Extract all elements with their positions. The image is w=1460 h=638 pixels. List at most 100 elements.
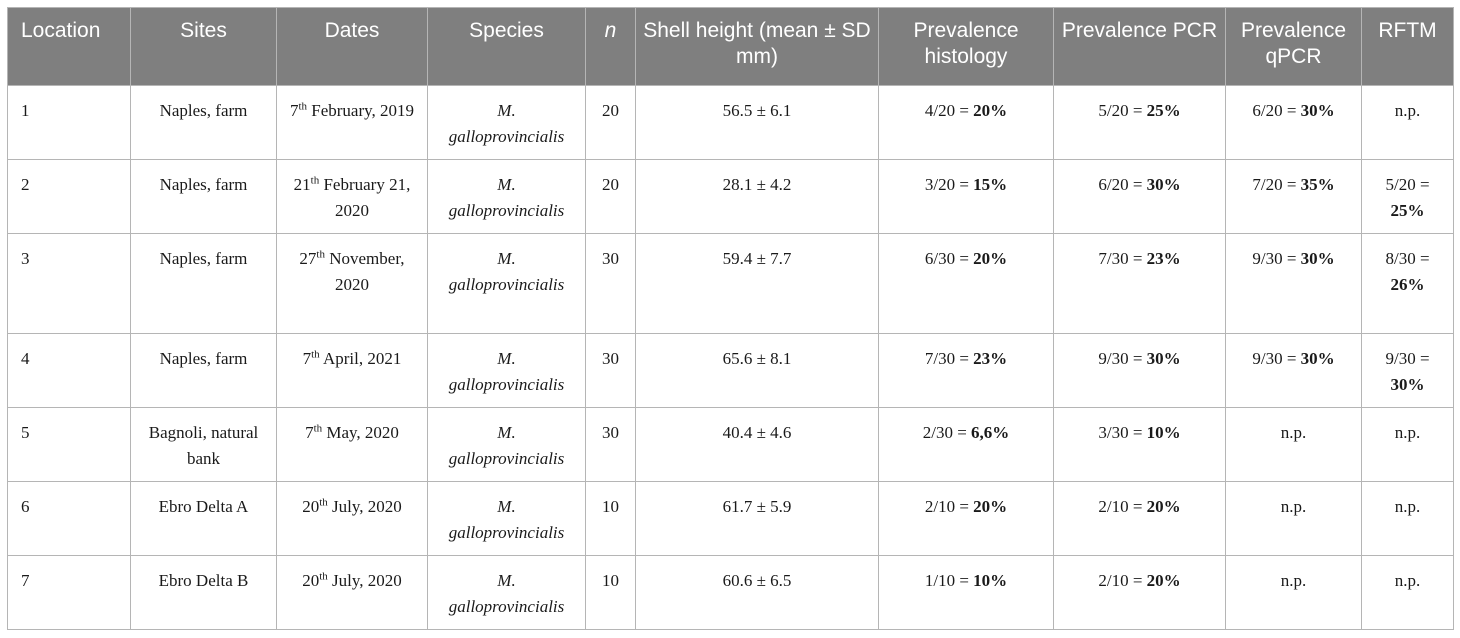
fraction-text: 7/30 =: [1098, 249, 1147, 268]
cell-prevalence-histology: 2/10 = 20%: [878, 481, 1054, 556]
percentage-value: 30%: [1146, 175, 1181, 194]
cell-prevalence-qpcr: 9/30 = 30%: [1225, 333, 1362, 408]
header-n: n: [585, 7, 636, 86]
cell-date: 20th July, 2020: [276, 555, 428, 630]
cell-prevalence-pcr: 5/20 = 25%: [1053, 85, 1226, 160]
cell-prevalence-histology: 2/30 = 6,6%: [878, 407, 1054, 482]
cell-n: 30: [585, 407, 636, 482]
cell-date: 27th November, 2020: [276, 233, 428, 334]
cell-location: 3: [7, 233, 131, 334]
percentage-value: 35%: [1300, 175, 1335, 194]
cell-date: 7th April, 2021: [276, 333, 428, 408]
fraction-text: 6/20 =: [1252, 101, 1301, 120]
header-sites: Sites: [130, 7, 277, 86]
date-rest: February 21, 2020: [319, 175, 411, 220]
date-ordinal: th: [319, 570, 328, 583]
species-epithet: galloprovincialis: [448, 523, 565, 542]
cell-n: 30: [585, 233, 636, 334]
fraction-text: 4/20 =: [924, 101, 974, 120]
species-genus: M.: [497, 571, 516, 590]
percentage-value: 6,6%: [971, 423, 1010, 442]
fraction-text: 9/30 =: [1098, 349, 1147, 368]
percentage-value: 30%: [1300, 101, 1335, 120]
cell-date: 7th May, 2020: [276, 407, 428, 482]
cell-site: Ebro Delta B: [130, 555, 277, 630]
fraction-text: 7/30 =: [924, 349, 974, 368]
cell-prevalence-pcr: 3/30 = 10%: [1053, 407, 1226, 482]
cell-species: M. galloprovincialis: [427, 333, 586, 408]
cell-rftm: n.p.: [1361, 85, 1454, 160]
date-rest: May, 2020: [322, 423, 399, 442]
species-genus: M.: [497, 497, 516, 516]
cell-site: Naples, farm: [130, 85, 277, 160]
cell-site: Naples, farm: [130, 233, 277, 334]
date-ordinal: th: [311, 348, 320, 361]
date-day: 7: [305, 423, 314, 442]
fraction-text: 8/30 =: [1385, 249, 1430, 268]
date-day: 21: [293, 175, 311, 194]
table-row: 6 Ebro Delta A 20th July, 2020 M. galloprovi…: [7, 481, 1454, 556]
fraction-text: 7/20 =: [1252, 175, 1301, 194]
percentage-value: 20%: [973, 249, 1008, 268]
cell-rftm: n.p.: [1361, 407, 1454, 482]
fraction-text: n.p.: [1394, 497, 1421, 516]
species-epithet: galloprovincialis: [448, 449, 565, 468]
percentage-value: 23%: [973, 349, 1008, 368]
percentage-value: 15%: [973, 175, 1008, 194]
date-day: 27: [299, 249, 317, 268]
header-shell-height: Shell height (mean ± SD mm): [635, 7, 879, 86]
cell-prevalence-qpcr: n.p.: [1225, 481, 1362, 556]
fraction-text: 5/20 =: [1385, 175, 1430, 194]
fraction-text: 2/10 =: [1098, 571, 1147, 590]
cell-n: 20: [585, 159, 636, 234]
cell-shell-height: 65.6 ± 8.1: [635, 333, 879, 408]
percentage-value: 23%: [1146, 249, 1181, 268]
percentage-value: 20%: [1146, 571, 1181, 590]
table-row: 2 Naples, farm 21th February 21, 2020 M. gal…: [7, 159, 1454, 234]
percentage-value: 20%: [973, 101, 1008, 120]
percentage-value: 10%: [973, 571, 1008, 590]
fraction-text: 1/10 =: [924, 571, 974, 590]
cell-prevalence-pcr: 6/20 = 30%: [1053, 159, 1226, 234]
cell-shell-height: 60.6 ± 6.5: [635, 555, 879, 630]
fraction-text: 3/20 =: [924, 175, 974, 194]
cell-n: 20: [585, 85, 636, 160]
header-rftm: RFTM: [1361, 7, 1454, 86]
species-epithet: galloprovincialis: [448, 127, 565, 146]
cell-prevalence-qpcr: n.p.: [1225, 555, 1362, 630]
cell-species: M. galloprovincialis: [427, 481, 586, 556]
species-genus: M.: [497, 423, 516, 442]
date-ordinal: th: [313, 422, 323, 435]
fraction-text: 3/30 =: [1098, 423, 1147, 442]
fraction-text: n.p.: [1280, 571, 1307, 590]
fraction-text: n.p.: [1280, 423, 1307, 442]
cell-location: 4: [7, 333, 131, 408]
percentage-value: 20%: [1146, 497, 1181, 516]
date-ordinal: th: [298, 100, 308, 113]
species-genus: M.: [497, 349, 516, 368]
date-day: 7: [289, 101, 299, 120]
fraction-text: 2/10 =: [924, 497, 974, 516]
fraction-text: 6/20 =: [1098, 175, 1147, 194]
species-genus: M.: [497, 249, 516, 268]
data-table: Location Sites Dates Species n Shell hei…: [7, 7, 1454, 630]
cell-site: Bagnoli, natural bank: [130, 407, 277, 482]
fraction-text: n.p.: [1280, 497, 1307, 516]
species-genus: M.: [497, 175, 516, 194]
date-day: 20: [302, 497, 320, 516]
cell-prevalence-qpcr: n.p.: [1225, 407, 1362, 482]
species-epithet: galloprovincialis: [448, 375, 565, 394]
cell-rftm: n.p.: [1361, 481, 1454, 556]
fraction-text: n.p.: [1394, 571, 1421, 590]
species-epithet: galloprovincialis: [448, 201, 565, 220]
header-dates: Dates: [276, 7, 428, 86]
header-species: Species: [427, 7, 586, 86]
cell-location: 6: [7, 481, 131, 556]
table-row: 7 Ebro Delta B 20th July, 2020 M. galloprovi…: [7, 555, 1454, 630]
fraction-text: 9/30 =: [1385, 349, 1430, 368]
fraction-text: 2/30 =: [922, 423, 972, 442]
cell-species: M. galloprovincialis: [427, 85, 586, 160]
header-prevalence-qpcr: Prevalence qPCR: [1225, 7, 1362, 86]
cell-species: M. galloprovincialis: [427, 555, 586, 630]
cell-shell-height: 56.5 ± 6.1: [635, 85, 879, 160]
